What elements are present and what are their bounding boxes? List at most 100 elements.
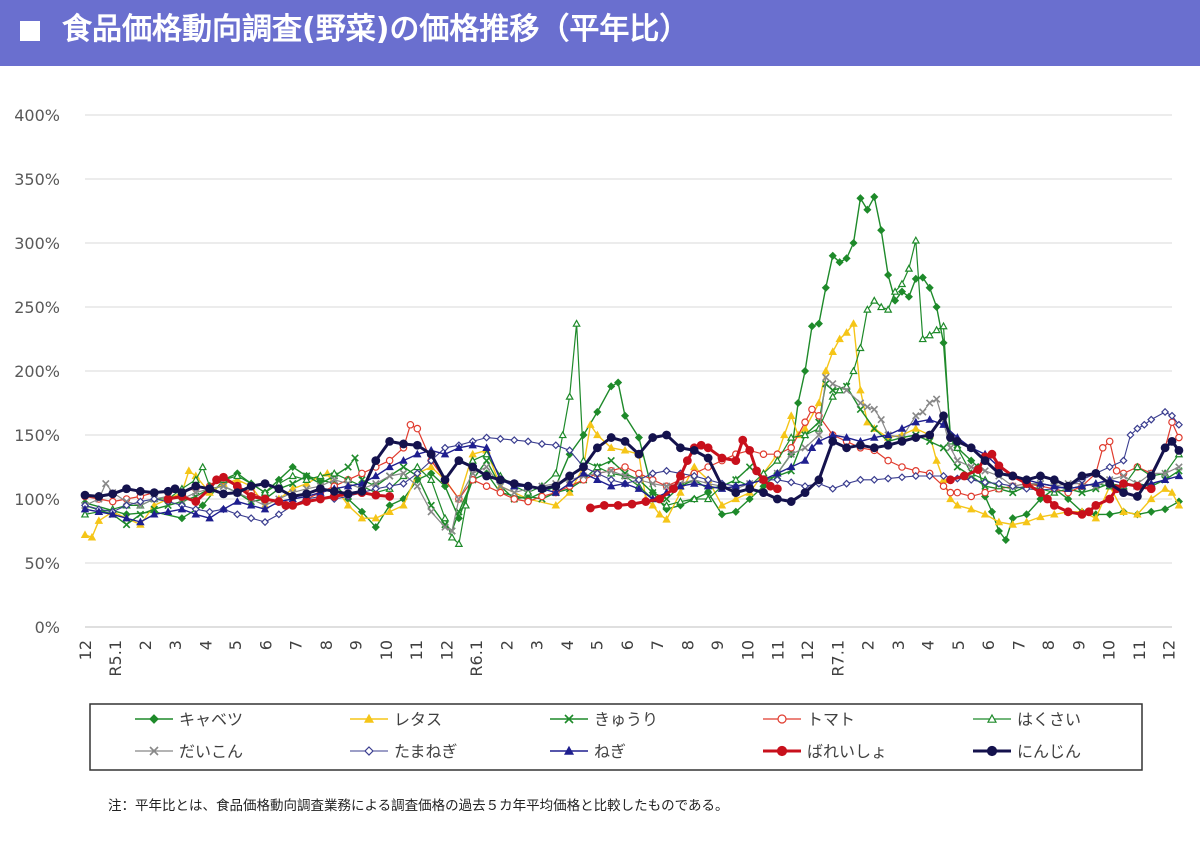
data-point xyxy=(1160,443,1170,453)
data-point xyxy=(412,440,422,450)
data-point xyxy=(1174,500,1184,509)
legend-marker xyxy=(777,714,787,724)
data-point xyxy=(828,392,837,400)
data-point xyxy=(150,505,159,514)
data-point xyxy=(122,520,131,529)
data-point xyxy=(939,444,948,452)
data-point xyxy=(371,471,381,480)
data-point xyxy=(987,449,997,459)
data-point xyxy=(621,472,629,480)
data-point xyxy=(620,479,630,487)
x-tick-label: 9 xyxy=(1070,640,1089,650)
data-point xyxy=(807,322,817,331)
data-point xyxy=(288,471,297,480)
data-point xyxy=(800,488,810,498)
legend-item: きゅうり xyxy=(550,710,658,729)
data-point xyxy=(1105,510,1114,519)
legend-label: ねぎ xyxy=(594,742,626,761)
data-point xyxy=(565,471,575,481)
data-point xyxy=(288,462,297,472)
data-point xyxy=(198,462,207,471)
data-point xyxy=(939,338,948,347)
data-point xyxy=(856,385,865,394)
data-point xyxy=(863,403,872,411)
x-tick-label: 9 xyxy=(347,640,366,650)
data-point xyxy=(822,380,830,388)
data-point xyxy=(1008,471,1018,481)
data-point xyxy=(1050,481,1059,490)
data-point xyxy=(828,386,837,394)
data-point xyxy=(108,509,117,518)
data-point xyxy=(586,420,595,428)
data-point xyxy=(1174,420,1183,429)
data-point xyxy=(1175,433,1183,442)
data-point xyxy=(219,504,228,513)
data-point xyxy=(1063,481,1073,491)
data-point xyxy=(1133,424,1142,433)
data-point xyxy=(454,539,464,547)
data-point xyxy=(80,509,90,518)
data-point xyxy=(925,399,934,407)
data-point xyxy=(177,504,187,513)
data-point xyxy=(634,475,643,484)
data-point xyxy=(953,463,962,471)
data-point xyxy=(537,484,547,494)
data-point xyxy=(870,433,879,441)
data-point xyxy=(1175,463,1183,471)
data-point xyxy=(510,495,519,503)
data-point xyxy=(703,481,713,490)
data-point xyxy=(461,500,471,509)
data-point xyxy=(953,488,962,497)
x-tick-label: 2 xyxy=(858,640,877,650)
data-point xyxy=(946,488,955,497)
data-point xyxy=(1119,479,1128,489)
y-tick-label: 50% xyxy=(24,554,60,573)
data-point xyxy=(856,343,865,352)
data-point xyxy=(149,488,159,498)
footnote: 注：平年比とは、食品価格動向調査業務による調査価格の過去５カ年平均価格と比較した… xyxy=(108,798,729,814)
data-point xyxy=(877,226,886,235)
data-point xyxy=(247,514,256,523)
price-trend-chart: 0% 50% 100% 150% 200% 250% 300% 350% 400% 12 R5.1 2… xyxy=(14,106,1184,771)
data-point xyxy=(606,443,616,451)
data-point xyxy=(163,507,173,515)
data-point xyxy=(621,463,629,471)
data-point xyxy=(1126,430,1135,440)
data-point xyxy=(150,494,159,504)
data-point xyxy=(1174,445,1184,455)
x-tick-label: 3 xyxy=(889,640,908,650)
data-point xyxy=(794,398,803,408)
data-point xyxy=(606,433,616,442)
data-point xyxy=(1098,443,1107,452)
data-point xyxy=(274,484,284,494)
data-point xyxy=(815,431,823,439)
data-point xyxy=(772,494,782,504)
data-point xyxy=(448,527,456,535)
data-point xyxy=(801,418,809,427)
data-point xyxy=(468,462,478,472)
data-point xyxy=(884,270,893,280)
series-10 xyxy=(80,411,1184,506)
data-point xyxy=(371,523,380,532)
data-point xyxy=(80,530,90,539)
data-point xyxy=(1008,482,1017,491)
data-point xyxy=(849,366,858,375)
legend-marker xyxy=(364,746,374,756)
data-point xyxy=(634,449,644,459)
data-point xyxy=(911,433,921,442)
data-point xyxy=(233,497,242,505)
data-point xyxy=(260,517,270,527)
x-tick-label: R5.1 xyxy=(106,640,125,677)
legend-marker xyxy=(986,745,998,757)
data-point xyxy=(357,486,367,496)
legend-label: たまねぎ xyxy=(394,742,458,761)
x-tick-label: 11 xyxy=(407,640,426,660)
y-tick-label: 100% xyxy=(14,490,60,509)
data-point xyxy=(1161,469,1169,478)
data-point xyxy=(856,399,865,407)
legend-label: はくさい xyxy=(1017,710,1081,729)
legend-item: レタス xyxy=(350,710,442,729)
x-tick-label: 8 xyxy=(678,640,697,650)
y-tick-label: 350% xyxy=(14,170,60,189)
data-point xyxy=(828,484,837,493)
